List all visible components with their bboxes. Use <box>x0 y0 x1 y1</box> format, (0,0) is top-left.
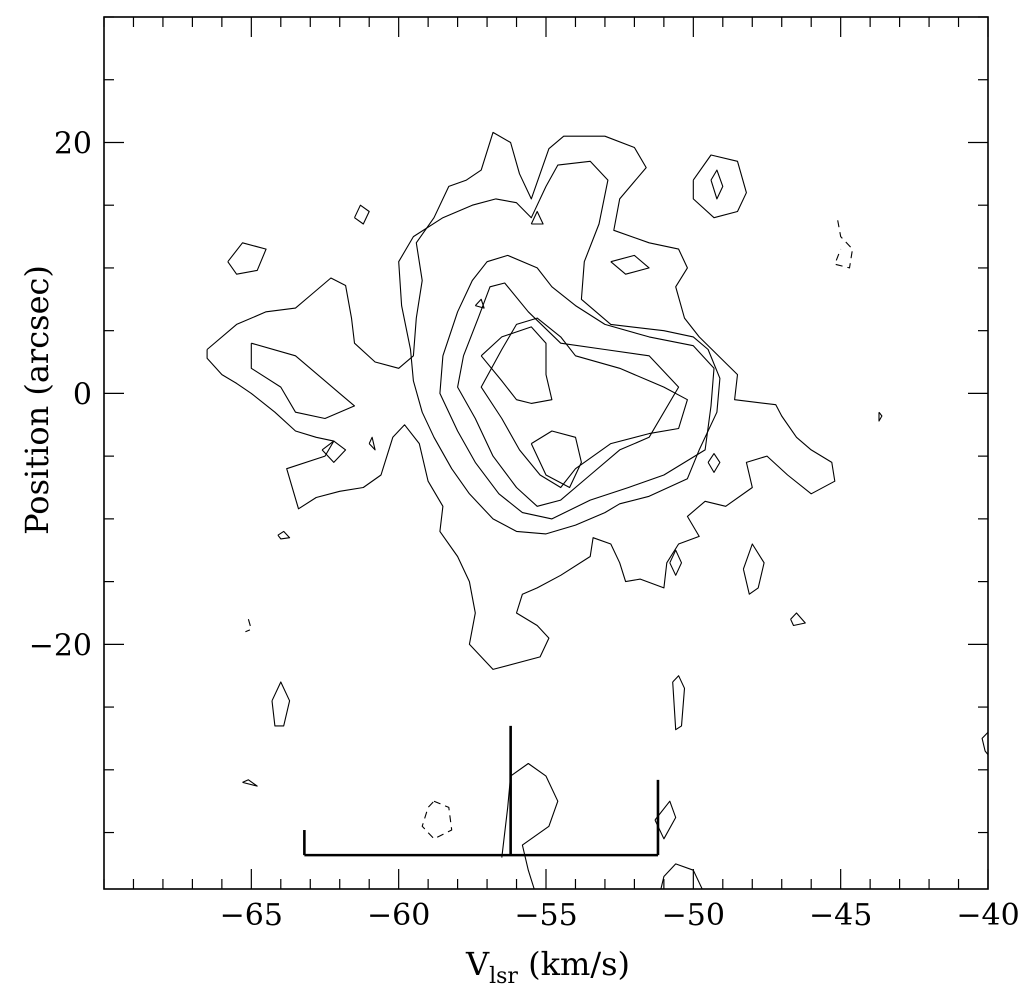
contour-4 <box>480 317 688 489</box>
contour-1 <box>398 160 721 535</box>
y-tick-label-0: −20 <box>29 628 92 663</box>
y-tick-label-2: 20 <box>54 126 92 161</box>
contour-26 <box>654 800 677 840</box>
contour-7 <box>227 242 267 275</box>
contour-31 <box>421 800 453 840</box>
x-axis-label-unit: (km/s) <box>518 945 630 983</box>
contour-16 <box>710 169 724 200</box>
y-tick-label-1: 0 <box>73 377 92 412</box>
x-axis-tick-labels: −65 −60 −55 −50 −45 −40 <box>220 898 1020 933</box>
contour-30 <box>834 220 854 269</box>
contour-32 <box>245 619 252 633</box>
plot-frame <box>103 16 989 890</box>
x-axis-ticks <box>103 17 989 889</box>
contour-10 <box>321 440 347 463</box>
contour-22 <box>271 681 291 727</box>
contour-17 <box>707 453 721 473</box>
contour-15 <box>692 154 747 219</box>
x-axis-label: Vlsr (km/s) <box>465 945 630 989</box>
contour-23 <box>242 779 258 787</box>
x-axis-label-subscript: lsr <box>489 964 518 989</box>
contour-19 <box>742 543 765 595</box>
x-tick-label-1: −60 <box>367 898 430 933</box>
contour-9 <box>354 204 370 225</box>
x-axis-label-main: V <box>465 945 490 983</box>
velocity-marker-bracket <box>303 725 660 857</box>
y-axis-ticks <box>104 16 988 834</box>
contour-8 <box>250 342 356 420</box>
contour-set <box>206 131 989 890</box>
contour-27 <box>660 863 703 890</box>
contour-20 <box>790 612 806 627</box>
contour-14 <box>610 254 650 275</box>
contour-24 <box>672 675 686 731</box>
x-tick-label-0: −65 <box>220 898 283 933</box>
contour-12 <box>530 210 544 225</box>
contour-29 <box>878 411 883 422</box>
contour-28 <box>981 731 989 756</box>
x-tick-label-3: −50 <box>662 898 725 933</box>
contour-0 <box>206 131 836 670</box>
contour-3 <box>457 282 680 507</box>
contour-21 <box>277 530 291 540</box>
x-tick-label-2: −55 <box>514 898 577 933</box>
x-tick-label-4: −45 <box>809 898 872 933</box>
contour-11 <box>368 436 376 451</box>
y-axis-label: Position (arcsec) <box>18 265 56 535</box>
contour-25 <box>501 762 559 890</box>
y-axis-tick-labels: −20 0 20 <box>29 126 92 663</box>
contour-6 <box>530 430 582 489</box>
contour-18 <box>669 549 683 576</box>
contour-5 <box>480 326 553 404</box>
contour-13 <box>474 298 485 309</box>
x-tick-label-5: −40 <box>956 898 1019 933</box>
contour-2 <box>439 254 715 520</box>
